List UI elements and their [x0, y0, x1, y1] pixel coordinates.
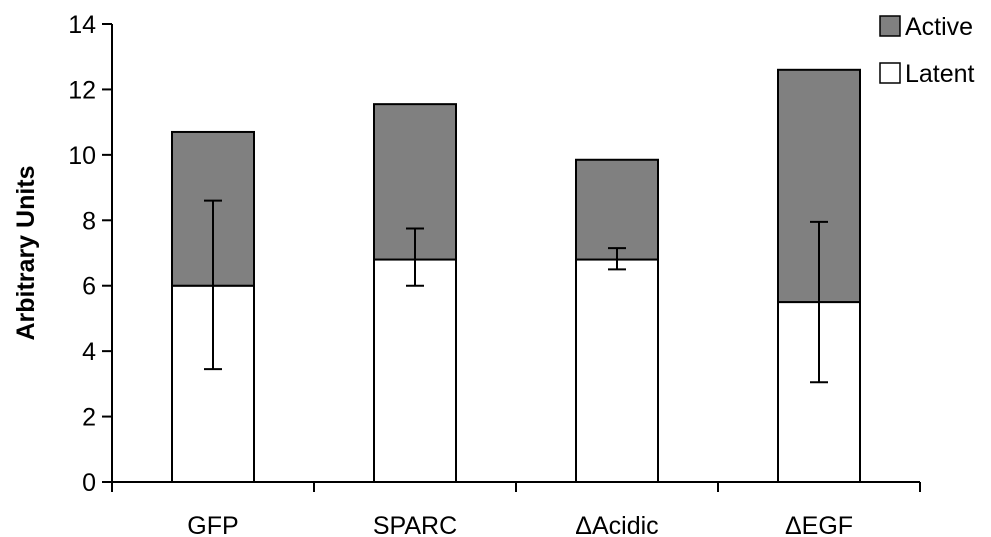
y-tick-label: 12	[68, 76, 96, 104]
bars-layer	[171, 68, 861, 484]
legend-label-latent: Latent	[905, 60, 975, 88]
x-tick-label: ΔEGF	[785, 512, 853, 537]
x-ticks: GFP SPARC ΔAcidic ΔEGF	[111, 482, 921, 537]
y-tick-label: 0	[82, 469, 96, 497]
legend-label-active: Active	[905, 13, 973, 41]
x-tick-label: SPARC	[373, 512, 457, 537]
legend: Active Latent	[879, 13, 975, 88]
legend-swatch-latent	[879, 62, 901, 84]
y-tick-label: 8	[82, 207, 96, 235]
x-tick-label: ΔAcidic	[575, 512, 658, 537]
error-bars-layer	[204, 199, 828, 384]
y-tick-label: 4	[82, 338, 96, 366]
bar-latent-3	[575, 258, 659, 483]
y-tick-label: 10	[68, 142, 96, 170]
bar-active-3	[575, 158, 659, 261]
y-tick-label: 6	[82, 273, 96, 301]
legend-swatch-active	[879, 15, 901, 37]
y-tick-label: 14	[68, 11, 96, 39]
x-tick-label: GFP	[187, 512, 238, 537]
bar-latent-4	[777, 301, 861, 484]
bar-active-2	[373, 103, 457, 261]
bar-latent-2	[373, 258, 457, 483]
y-ticks: 0 2 4 6 8 10 12 14	[68, 11, 112, 497]
y-axis-label: Arbitrary Units	[12, 165, 40, 340]
y-tick-label: 2	[82, 404, 96, 432]
